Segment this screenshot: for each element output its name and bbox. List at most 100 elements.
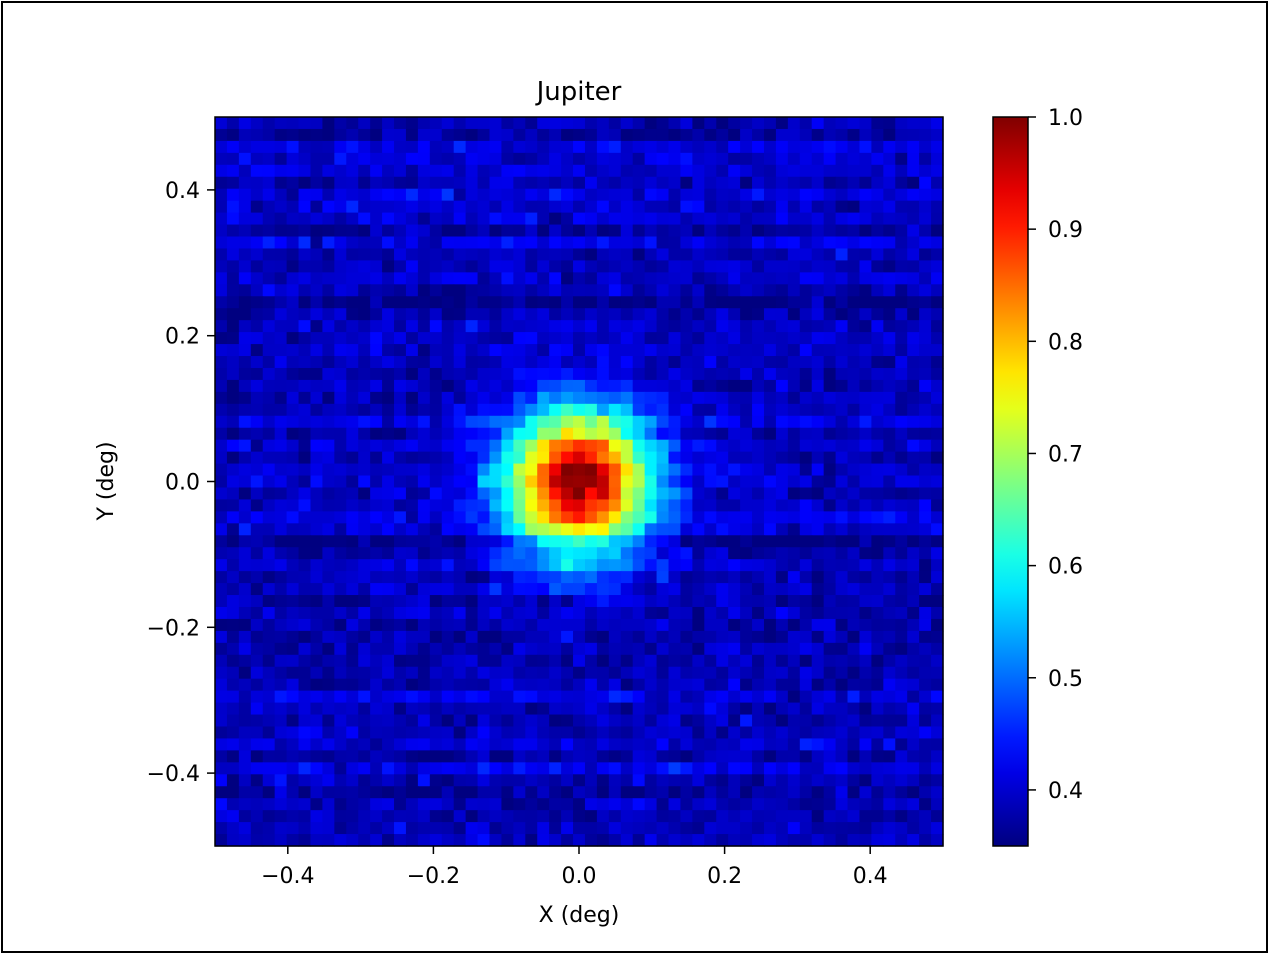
heatmap-cell	[656, 535, 670, 548]
heatmap-cell	[692, 750, 705, 763]
heatmap-cell	[334, 547, 347, 560]
heatmap-cell	[787, 152, 801, 166]
heatmap-cell	[429, 774, 443, 787]
heatmap-cell	[787, 690, 801, 704]
heatmap-cell	[608, 415, 622, 429]
heatmap-cell	[513, 475, 526, 489]
heatmap-cell	[775, 427, 789, 441]
heatmap-cell	[620, 391, 634, 405]
heatmap-cell	[489, 702, 503, 716]
heatmap-cell	[823, 702, 837, 716]
heatmap-cell	[859, 320, 872, 333]
heatmap-cell	[346, 654, 359, 668]
heatmap-cell	[608, 762, 622, 775]
heatmap-cell	[859, 332, 872, 345]
heatmap-cell	[632, 212, 646, 226]
heatmap-cell	[501, 666, 514, 680]
heatmap-cell	[632, 164, 646, 178]
heatmap-cell	[871, 152, 884, 166]
heatmap-cell	[238, 176, 252, 190]
heatmap-cell	[608, 152, 622, 166]
heatmap-cell	[811, 140, 825, 154]
heatmap-cell	[931, 296, 944, 309]
heatmap-cell	[799, 571, 813, 584]
heatmap-cell	[728, 606, 741, 620]
heatmap-cell	[382, 367, 395, 381]
heatmap-cell	[537, 296, 550, 309]
heatmap-cell	[453, 140, 467, 154]
heatmap-cell	[405, 403, 419, 417]
heatmap-cell	[608, 248, 622, 262]
heatmap-cell	[429, 260, 443, 273]
heatmap-cell	[787, 332, 801, 345]
heatmap-cell	[883, 714, 896, 728]
heatmap-cell	[238, 678, 252, 692]
heatmap-cell	[907, 654, 920, 668]
heatmap-cell	[477, 523, 491, 536]
heatmap-cell	[298, 642, 312, 656]
heatmap-cell	[799, 595, 813, 608]
heatmap-cell	[394, 618, 407, 632]
heatmap-cell	[859, 630, 872, 644]
heatmap-cell	[716, 415, 729, 429]
heatmap-cell	[799, 487, 813, 501]
heatmap-cell	[596, 439, 610, 453]
heatmap-cell	[871, 356, 884, 369]
heatmap-cell	[704, 236, 717, 250]
heatmap-cell	[811, 272, 825, 285]
heatmap-cell	[346, 810, 359, 823]
heatmap-cell	[286, 260, 300, 273]
heatmap-cell	[716, 332, 729, 345]
heatmap-cell	[298, 391, 312, 405]
heatmap-cell	[680, 391, 693, 405]
heatmap-cell	[334, 810, 347, 823]
heatmap-cell	[895, 272, 908, 285]
heatmap-cell	[799, 642, 813, 656]
heatmap-cell	[763, 212, 777, 226]
heatmap-cell	[226, 583, 240, 596]
heatmap-cell	[394, 702, 407, 716]
heatmap-cell	[215, 391, 228, 405]
heatmap-cell	[537, 344, 550, 357]
heatmap-cell	[847, 236, 861, 250]
heatmap-cell	[692, 475, 705, 489]
heatmap-cell	[931, 200, 944, 214]
heatmap-cell	[644, 164, 658, 178]
heatmap-cell	[429, 284, 443, 297]
heatmap-cell	[453, 200, 467, 214]
heatmap-cell	[656, 224, 670, 238]
heatmap-cell	[346, 738, 359, 751]
heatmap-cell	[537, 391, 550, 405]
heatmap-cell	[644, 774, 658, 787]
heatmap-cell	[632, 367, 646, 381]
heatmap-cell	[489, 260, 503, 273]
heatmap-cell	[752, 224, 765, 238]
heatmap-cell	[274, 164, 288, 178]
heatmap-cell	[274, 248, 288, 262]
heatmap-cell	[382, 152, 395, 166]
heatmap-cell	[883, 487, 896, 501]
heatmap-cell	[226, 726, 240, 740]
heatmap-cell	[513, 690, 526, 704]
heatmap-cell	[513, 595, 526, 608]
heatmap-cell	[584, 618, 598, 632]
heatmap-cell	[310, 487, 324, 501]
heatmap-cell	[453, 391, 467, 405]
heatmap-cell	[740, 642, 753, 656]
heatmap-cell	[322, 224, 335, 238]
heatmap-cell	[823, 356, 837, 369]
heatmap-cell	[358, 499, 371, 512]
heatmap-cell	[823, 152, 837, 166]
heatmap-cell	[596, 487, 610, 501]
heatmap-cell	[465, 427, 479, 441]
heatmap-cell	[871, 427, 884, 441]
heatmap-cell	[262, 164, 276, 178]
heatmap-cell	[405, 499, 419, 512]
heatmap-cell	[775, 176, 789, 190]
heatmap-cell	[215, 224, 228, 238]
heatmap-cell	[859, 212, 872, 226]
heatmap-cell	[787, 798, 801, 811]
heatmap-cell	[775, 284, 789, 297]
heatmap-cell	[405, 439, 419, 453]
heatmap-cell	[847, 272, 861, 285]
